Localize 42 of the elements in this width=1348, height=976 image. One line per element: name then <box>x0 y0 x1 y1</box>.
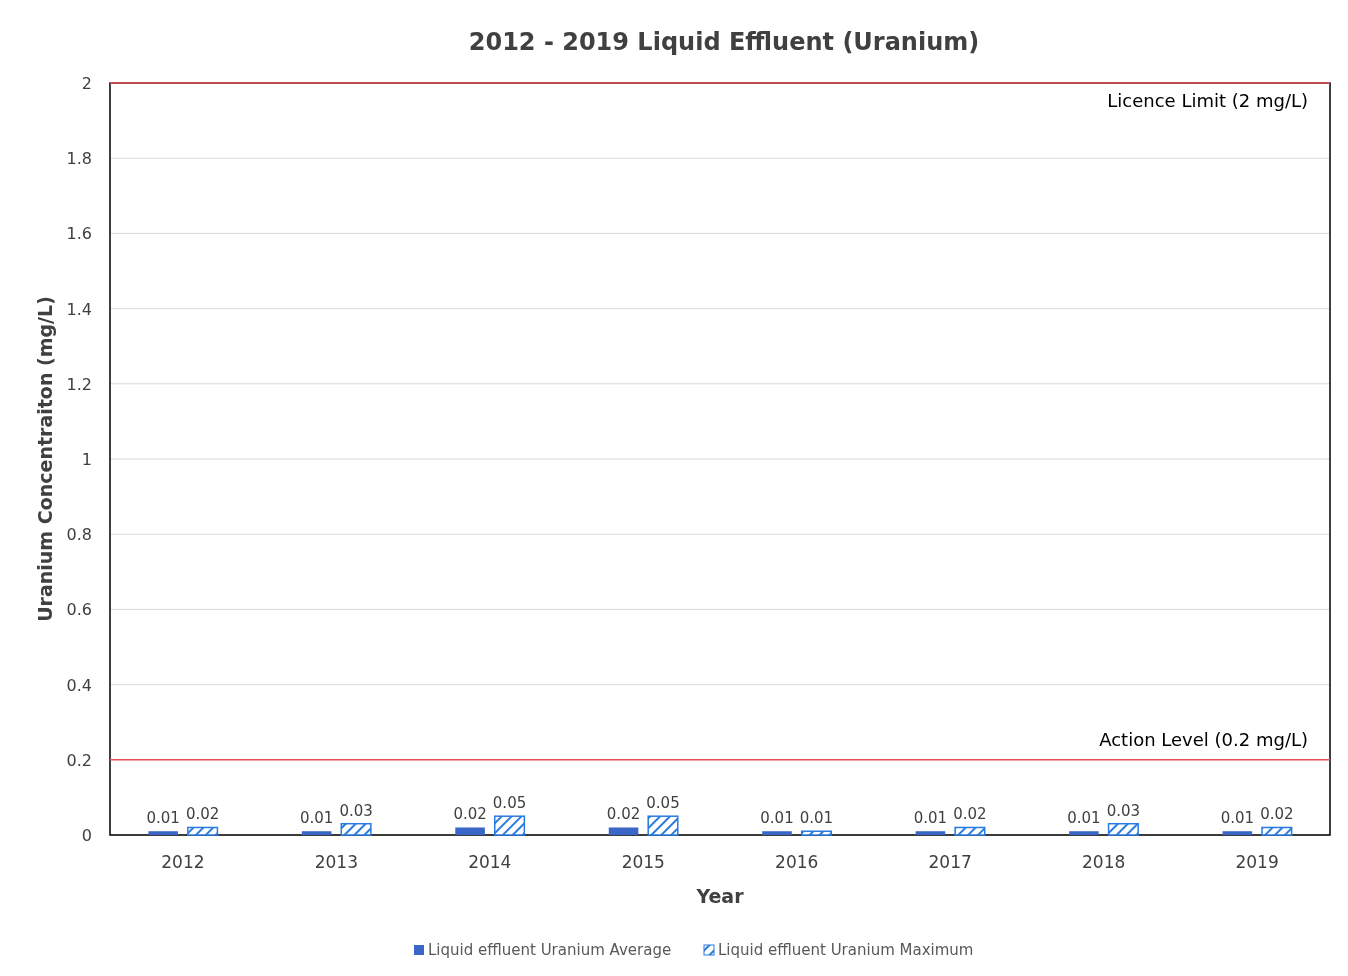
data-label: 0.02 <box>185 805 220 824</box>
y-tick-label: 0.4 <box>66 675 92 695</box>
data-label: 0.05 <box>492 794 527 813</box>
y-axis-title: Uranium Concentraiton (mg/L) <box>34 296 56 622</box>
y-tick-label: 1.4 <box>66 299 92 319</box>
x-tick-label: 2016 <box>775 852 819 872</box>
x-tick-label: 2017 <box>928 852 972 872</box>
chart-title: 2012 - 2019 Liquid Effluent (Uranium) <box>468 28 980 56</box>
y-tick-label: 0.2 <box>66 750 92 770</box>
x-tick-label: 2014 <box>468 852 512 872</box>
data-label: 0.01 <box>760 809 794 828</box>
ref-line-label: Action Level (0.2 mg/L) <box>1099 728 1308 750</box>
data-label: 0.02 <box>606 805 641 824</box>
x-axis-title: Year <box>695 885 745 907</box>
data-label: 0.02 <box>1260 805 1294 824</box>
x-tick-label: 2012 <box>161 852 205 872</box>
x-tick-label: 2013 <box>314 852 358 872</box>
y-tick-label: 1.2 <box>66 374 92 394</box>
y-tick-label: 1 <box>81 450 92 469</box>
x-tick-label: 2019 <box>1235 852 1279 872</box>
y-tick-label: 1.6 <box>66 224 92 244</box>
x-tick-label: 2018 <box>1082 852 1126 872</box>
data-label: 0.01 <box>1067 809 1101 828</box>
data-label: 0.01 <box>913 809 948 828</box>
y-tick-label: 1.8 <box>66 149 92 169</box>
data-label: 0.01 <box>299 809 334 828</box>
y-tick-label: 2 <box>81 74 92 93</box>
data-label: 0.02 <box>453 805 487 824</box>
data-label: 0.05 <box>646 794 680 813</box>
ref-line-label: Licence Limit (2 mg/L) <box>1107 90 1308 111</box>
y-tick-label: 0.6 <box>66 600 92 620</box>
data-label: 0.01 <box>146 809 180 828</box>
data-label: 0.02 <box>953 805 987 824</box>
data-label: 0.01 <box>1220 809 1255 828</box>
data-label: 0.03 <box>1106 801 1141 820</box>
y-tick-label: 0.8 <box>66 525 92 545</box>
x-tick-label: 2015 <box>621 852 665 872</box>
y-tick-label: 0 <box>81 826 92 845</box>
data-label: 0.03 <box>339 801 373 820</box>
data-label: 0.01 <box>799 809 834 828</box>
legend-label: Liquid effluent Uranium Maximum <box>718 941 974 959</box>
legend-label: Liquid effluent Uranium Average <box>428 941 672 959</box>
